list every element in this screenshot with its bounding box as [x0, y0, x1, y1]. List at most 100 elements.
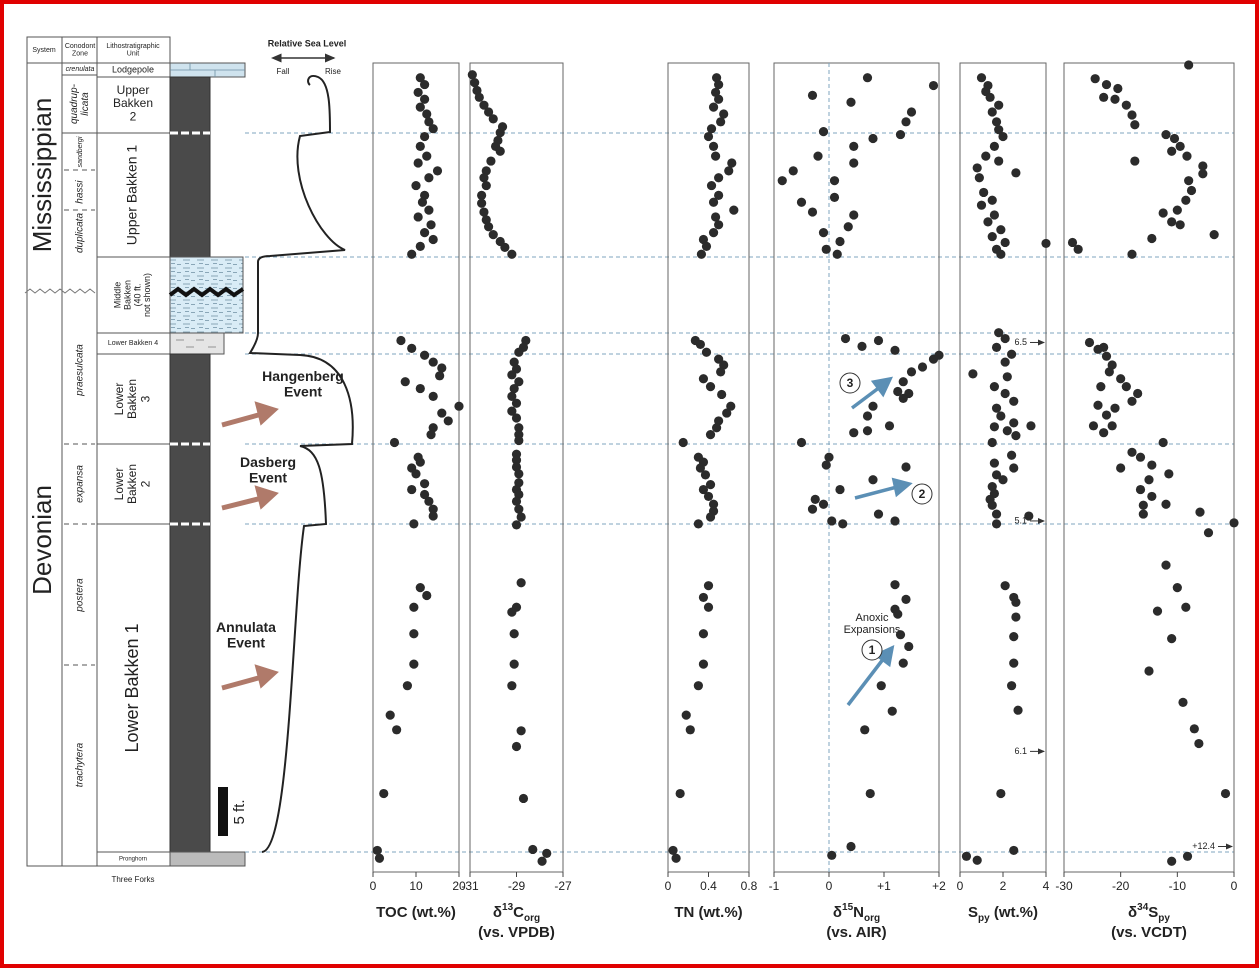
data-point: [1204, 528, 1213, 537]
data-point: [797, 438, 806, 447]
data-point: [420, 479, 429, 488]
data-point: [416, 242, 425, 251]
data-point: [1011, 612, 1020, 621]
data-point: [724, 166, 733, 175]
x-tick-label: +1: [877, 879, 891, 893]
data-point: [426, 220, 435, 229]
data-point: [375, 854, 384, 863]
data-point: [888, 707, 897, 716]
data-point: [1113, 84, 1122, 93]
data-point: [813, 152, 822, 161]
anoxic-label: Anoxic: [855, 612, 889, 624]
data-point: [1161, 130, 1170, 139]
data-point: [1110, 95, 1119, 104]
event-label: Event: [249, 469, 287, 485]
data-point: [863, 411, 872, 420]
data-point: [1147, 460, 1156, 469]
data-point: [714, 220, 723, 229]
data-point: [416, 583, 425, 592]
data-point: [835, 237, 844, 246]
litho-unit: Bakken: [125, 464, 139, 504]
data-point: [890, 346, 899, 355]
data-point: [1001, 357, 1010, 366]
data-point: [988, 196, 997, 205]
data-point: [968, 369, 977, 378]
data-point: [860, 725, 869, 734]
data-point: [1105, 367, 1114, 376]
offscale-label: 6.5: [1014, 337, 1027, 347]
data-point: [1011, 168, 1020, 177]
data-point: [379, 789, 388, 798]
data-point: [722, 408, 731, 417]
data-point: [437, 408, 446, 417]
conodont-zone: sandbergi: [77, 136, 84, 167]
x-tick-label: 0: [957, 879, 964, 893]
data-point: [1139, 509, 1148, 518]
data-point: [429, 124, 438, 133]
data-point: [418, 198, 427, 207]
data-point: [489, 114, 498, 123]
litho-unit: Lodgepole: [112, 64, 154, 74]
data-point: [874, 509, 883, 518]
data-point: [1170, 134, 1179, 143]
data-point: [507, 681, 516, 690]
data-point: [484, 222, 493, 231]
data-point: [496, 147, 505, 156]
data-point: [479, 207, 488, 216]
data-point: [1007, 451, 1016, 460]
data-point: [411, 181, 420, 190]
conodont-zone: expansa: [75, 465, 86, 503]
data-point: [1133, 389, 1142, 398]
data-point: [1184, 176, 1193, 185]
data-point: [470, 78, 479, 87]
data-point: [1210, 230, 1219, 239]
data-point: [1167, 634, 1176, 643]
data-point: [1127, 110, 1136, 119]
data-point: [890, 516, 899, 525]
x-tick-label: 0.4: [700, 879, 717, 893]
litho-unit: Pronghorn: [119, 857, 147, 863]
data-point: [811, 495, 820, 504]
column-header: Conodont: [65, 43, 95, 50]
data-point: [1176, 142, 1185, 151]
data-point: [990, 382, 999, 391]
data-point: [704, 603, 713, 612]
data-point: [1074, 245, 1083, 254]
conodont-zone: licata: [80, 92, 91, 116]
data-point: [512, 742, 521, 751]
data-point: [422, 152, 431, 161]
data-point: [409, 603, 418, 612]
data-point: [390, 438, 399, 447]
data-point: [716, 117, 725, 126]
data-point: [407, 250, 416, 259]
data-point: [429, 357, 438, 366]
data-point: [709, 103, 718, 112]
data-point: [907, 367, 916, 376]
x-axis-subtitle: (vs. VCDT): [1111, 924, 1187, 941]
data-point: [699, 374, 708, 383]
data-point: [517, 512, 526, 521]
data-point: [510, 384, 519, 393]
event-label: Hangenberg: [262, 368, 344, 384]
data-point: [979, 188, 988, 197]
data-point: [694, 519, 703, 528]
x-tick-label: -10: [1169, 879, 1187, 893]
data-point: [699, 660, 708, 669]
conodont-zone: quadrup-: [69, 83, 80, 124]
data-point: [1011, 598, 1020, 607]
data-point: [1173, 583, 1182, 592]
data-point: [988, 501, 997, 510]
underlying-unit: Three Forks: [111, 875, 154, 884]
data-point: [422, 109, 431, 118]
data-point: [711, 152, 720, 161]
data-point: [702, 242, 711, 251]
column-header: Unit: [127, 51, 140, 58]
data-point: [696, 340, 705, 349]
data-point: [822, 460, 831, 469]
event-label: Event: [284, 383, 322, 399]
data-point: [992, 343, 1001, 352]
data-point: [396, 336, 405, 345]
x-tick-label: -30: [1055, 879, 1073, 893]
data-point: [702, 348, 711, 357]
data-point: [992, 519, 1001, 528]
